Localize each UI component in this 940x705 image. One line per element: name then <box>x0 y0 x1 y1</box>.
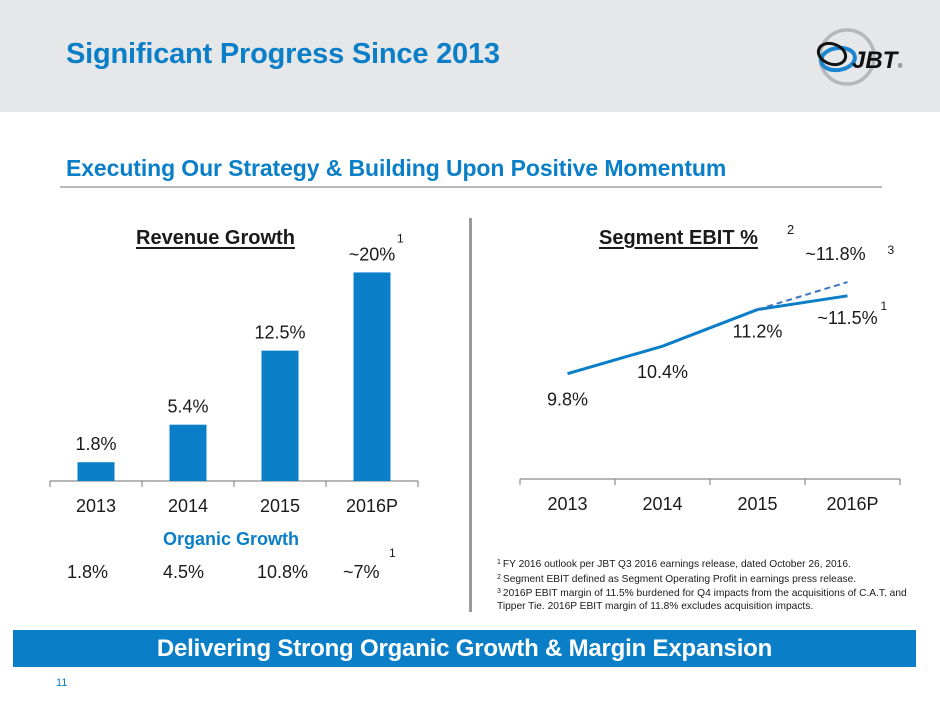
line-data-label: 9.8% <box>547 390 588 410</box>
footnote-2-number: 2 <box>497 573 501 581</box>
bar-x-tick-label: 2015 <box>260 496 300 516</box>
bar-2013 <box>77 462 115 481</box>
line-data-label: 10.4% <box>637 362 688 382</box>
organic-growth-value: 1.8% <box>67 562 109 582</box>
footnote-2: 2 Segment EBIT defined as Segment Operati… <box>497 572 917 587</box>
footnotes: 1 FY 2016 outlook per JBT Q3 2016 earning… <box>497 557 917 613</box>
summary-banner: Delivering Strong Organic Growth & Margi… <box>13 630 916 667</box>
logo-blue-swoosh <box>819 45 857 73</box>
organic-growth-value: ~7% <box>343 562 380 582</box>
line-data-label: ~11.8% <box>805 244 865 264</box>
subtitle-divider <box>60 186 882 188</box>
organic-growth-value: 10.8% <box>257 562 309 582</box>
footnote-3-number: 3 <box>497 588 501 596</box>
bar-x-tick-label: 2016P <box>346 496 398 516</box>
footnote-3-text: 2016P EBIT margin of 11.5% burdened for … <box>497 588 907 612</box>
panel-divider <box>469 218 472 612</box>
bar-x-tick-label: 2013 <box>76 496 116 516</box>
line-x-tick-label: 2016P <box>826 494 878 514</box>
organic-growth-value: 4.5% <box>163 562 205 582</box>
bar-data-label: 1.8% <box>75 434 116 454</box>
bar-data-label-footnote-ref: 1 <box>397 231 404 245</box>
organic-growth-title: Organic Growth <box>163 529 300 549</box>
footnote-1: 1 FY 2016 outlook per JBT Q3 2016 earning… <box>497 557 917 572</box>
ebit-chart-title: Segment EBIT % <box>599 227 758 249</box>
footnote-3: 3 2016P EBIT margin of 11.5% burdened for… <box>497 586 917 613</box>
bar-2015 <box>261 350 299 481</box>
bar-x-tick-label: 2014 <box>168 496 208 516</box>
page-number: 11 <box>56 677 68 689</box>
line-x-tick-label: 2013 <box>547 494 587 514</box>
bar-2014 <box>169 424 207 481</box>
organic-growth-footnote-ref: 1 <box>389 546 396 560</box>
revenue-chart-title: Revenue Growth <box>136 227 295 249</box>
line-data-label: 11.2% <box>733 322 783 342</box>
bar-2016P <box>353 272 391 481</box>
bar-data-label: ~20% <box>349 244 396 264</box>
bar-data-label: 5.4% <box>167 397 208 417</box>
jbt-logo: JBT ® <box>816 28 903 86</box>
logo-registered-mark: ® <box>898 63 903 70</box>
ebit-title-footnote-ref: 2 <box>787 222 795 237</box>
line-data-label-footnote-ref: 3 <box>888 243 895 257</box>
page-title: Significant Progress Since 2013 <box>66 38 500 70</box>
footnote-2-text: Segment EBIT defined as Segment Operatin… <box>502 573 857 585</box>
logo-black-swoosh <box>816 41 848 67</box>
footnote-1-text: FY 2016 outlook per JBT Q3 2016 earnings… <box>502 559 851 570</box>
line-data-label-footnote-ref: 1 <box>881 299 888 313</box>
footnote-1-number: 1 <box>497 559 501 566</box>
header-band: Significant Progress Since 2013 JBT ® <box>0 0 940 112</box>
line-x-tick-label: 2014 <box>642 494 682 514</box>
subtitle: Executing Our Strategy & Building Upon P… <box>66 155 727 181</box>
line-data-label: ~11.5% <box>817 308 877 328</box>
ebit-line-incl-acquisitions <box>567 294 848 376</box>
line-x-tick-label: 2015 <box>737 494 777 514</box>
logo-text: JBT <box>852 47 900 74</box>
bar-data-label: 12.5% <box>254 323 305 343</box>
ebit-line-excl-acquisitions <box>757 281 848 311</box>
